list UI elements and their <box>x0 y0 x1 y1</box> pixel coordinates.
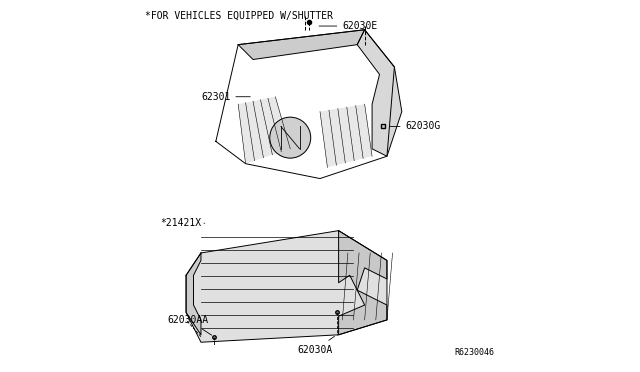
Text: 62030E: 62030E <box>319 21 378 31</box>
Polygon shape <box>186 253 201 335</box>
Text: *21421X: *21421X <box>160 218 205 228</box>
Polygon shape <box>357 30 402 156</box>
Text: 62030A: 62030A <box>298 336 335 355</box>
Text: R6230046: R6230046 <box>455 348 495 357</box>
Text: *FOR VEHICLES EQUIPPED W/SHUTTER: *FOR VEHICLES EQUIPPED W/SHUTTER <box>145 11 333 21</box>
Text: 62030G: 62030G <box>390 122 441 131</box>
Text: 62030AA: 62030AA <box>168 315 212 335</box>
Polygon shape <box>339 231 387 335</box>
Polygon shape <box>238 97 291 164</box>
Text: 62301: 62301 <box>201 92 250 102</box>
Polygon shape <box>238 30 365 60</box>
Circle shape <box>270 117 310 158</box>
Polygon shape <box>320 104 372 167</box>
Polygon shape <box>186 231 387 342</box>
